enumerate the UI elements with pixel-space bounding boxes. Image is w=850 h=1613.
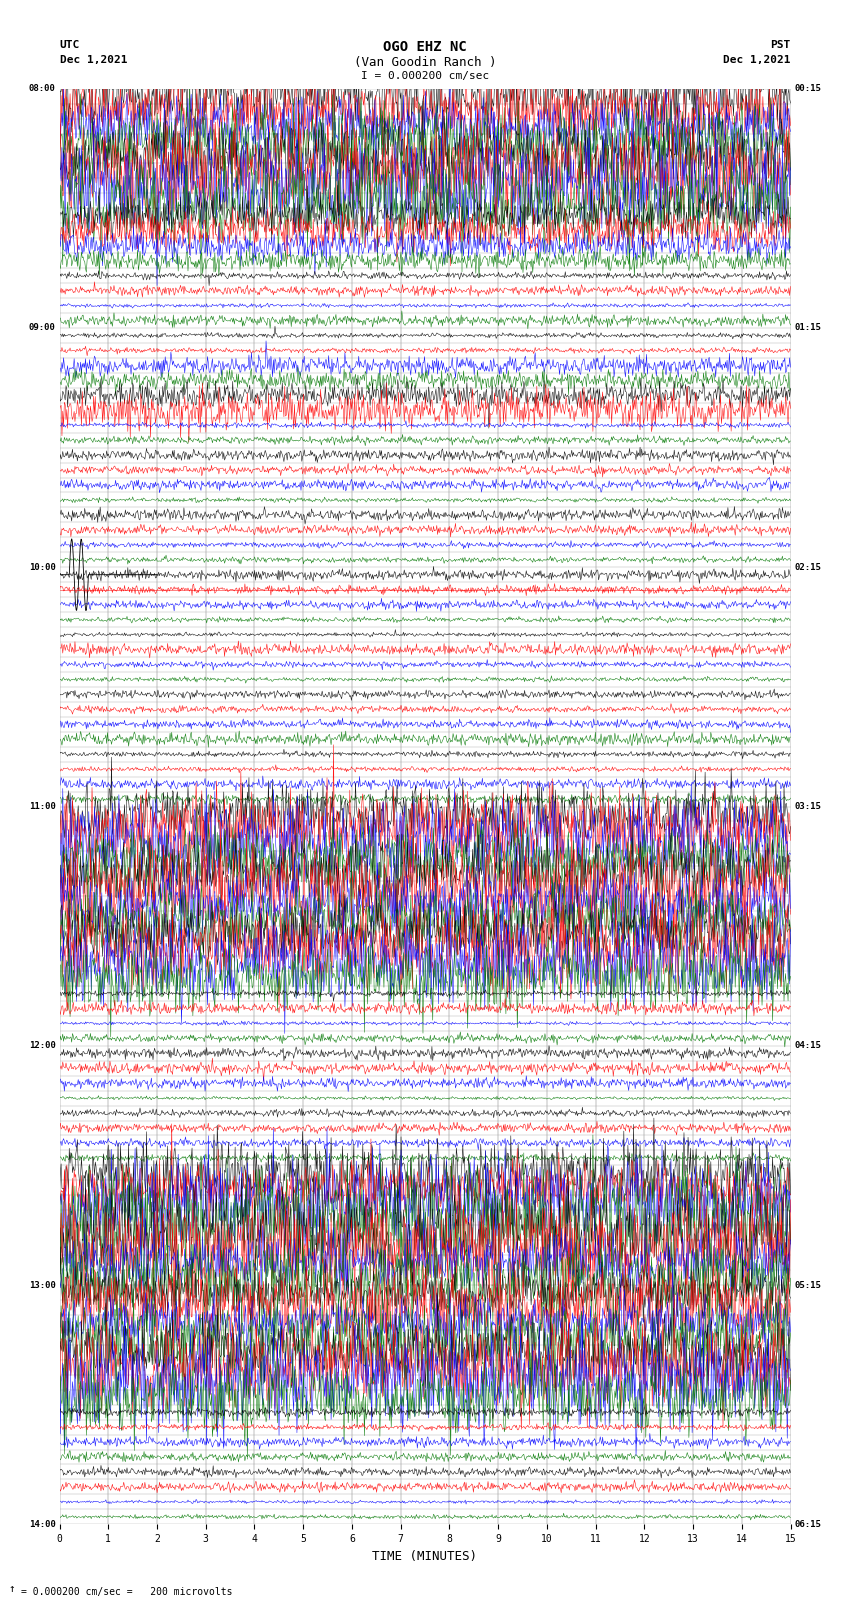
Text: 14:00: 14:00 — [29, 1519, 56, 1529]
Text: 01:15: 01:15 — [794, 324, 821, 332]
Text: 00:15: 00:15 — [794, 84, 821, 94]
Text: UTC: UTC — [60, 40, 80, 50]
Text: 03:15: 03:15 — [794, 802, 821, 811]
Text: I = 0.000200 cm/sec: I = 0.000200 cm/sec — [361, 71, 489, 81]
Text: 10:00: 10:00 — [29, 563, 56, 571]
Text: 05:15: 05:15 — [794, 1281, 821, 1289]
Text: 06:15: 06:15 — [794, 1519, 821, 1529]
Text: 12:00: 12:00 — [29, 1042, 56, 1050]
Text: ↑: ↑ — [8, 1584, 15, 1594]
Text: 09:00: 09:00 — [29, 324, 56, 332]
Text: 08:00: 08:00 — [29, 84, 56, 94]
Text: OGO EHZ NC: OGO EHZ NC — [383, 40, 467, 55]
Text: PST: PST — [770, 40, 790, 50]
Text: 13:00: 13:00 — [29, 1281, 56, 1289]
Text: = 0.000200 cm/sec =   200 microvolts: = 0.000200 cm/sec = 200 microvolts — [21, 1587, 233, 1597]
Text: Dec 1,2021: Dec 1,2021 — [723, 55, 791, 65]
Text: Dec 1,2021: Dec 1,2021 — [60, 55, 127, 65]
Text: (Van Goodin Ranch ): (Van Goodin Ranch ) — [354, 56, 496, 69]
X-axis label: TIME (MINUTES): TIME (MINUTES) — [372, 1550, 478, 1563]
Text: 02:15: 02:15 — [794, 563, 821, 571]
Text: 04:15: 04:15 — [794, 1042, 821, 1050]
Text: 11:00: 11:00 — [29, 802, 56, 811]
